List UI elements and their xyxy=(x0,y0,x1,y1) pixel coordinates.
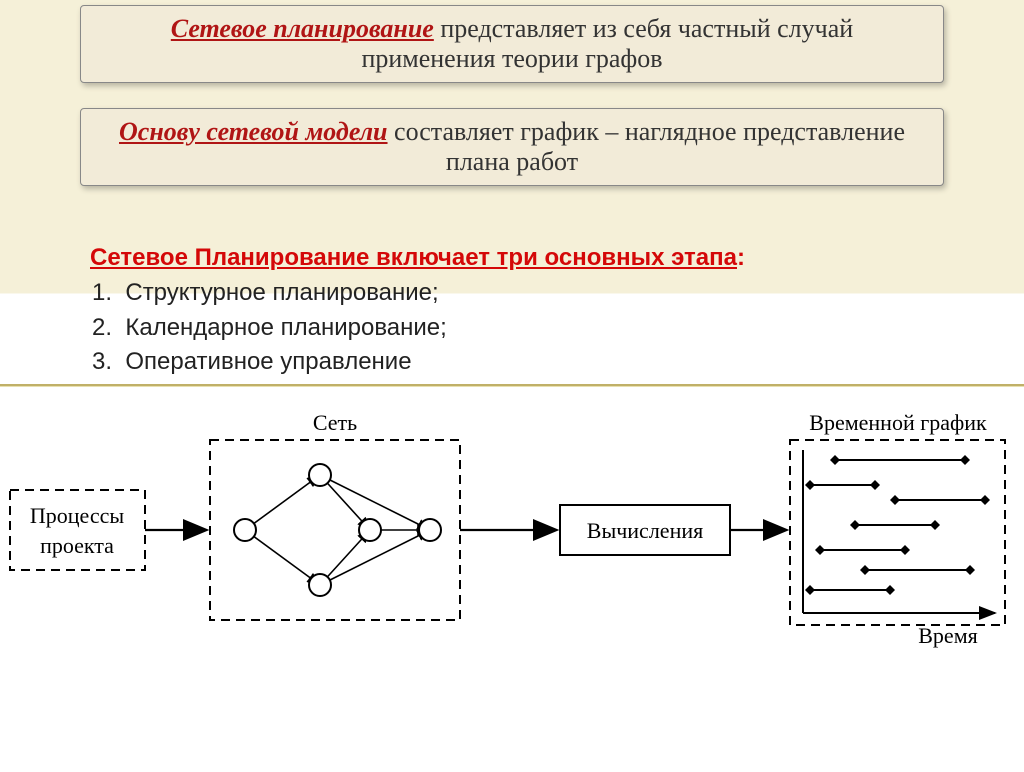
stages-list: 1. Структурное планирование; 2. Календар… xyxy=(90,276,934,380)
banner2-highlight: Основу сетевой модели xyxy=(119,117,388,146)
stages-item: 1. Структурное планирование; xyxy=(92,276,934,311)
box3-label: Вычисления xyxy=(587,518,703,543)
network-edges xyxy=(245,475,430,585)
section-divider xyxy=(0,384,1024,387)
box1-label2: проекта xyxy=(40,533,114,558)
box1-label1: Процессы xyxy=(30,503,125,528)
banner1-rest: представляет из себя частный случай прим… xyxy=(361,14,853,73)
flow-diagram: Процессы проекта Сеть Вычисления Временн… xyxy=(0,395,1024,675)
gantt-xaxis-label: Время xyxy=(918,623,977,648)
gantt-bars xyxy=(805,455,990,595)
network-title: Сеть xyxy=(313,410,357,435)
gantt-title: Временной график xyxy=(809,410,987,435)
diagram-svg: Процессы проекта Сеть Вычисления Временн… xyxy=(0,395,1024,675)
definition-banner-2: Основу сетевой модели составляет график … xyxy=(80,108,944,186)
stages-title: Сетевое Планирование включает три основн… xyxy=(90,244,737,271)
stages-item: 3. Оперативное управление xyxy=(92,345,934,380)
stages-item: 2. Календарное планирование; xyxy=(92,311,934,346)
definition-banner-1: Сетевое планирование представляет из себ… xyxy=(80,5,944,83)
banner1-highlight: Сетевое планирование xyxy=(171,14,434,43)
stages-block: Сетевое Планирование включает три основн… xyxy=(90,241,934,380)
banner2-rest: составляет график – наглядное представле… xyxy=(388,117,905,176)
